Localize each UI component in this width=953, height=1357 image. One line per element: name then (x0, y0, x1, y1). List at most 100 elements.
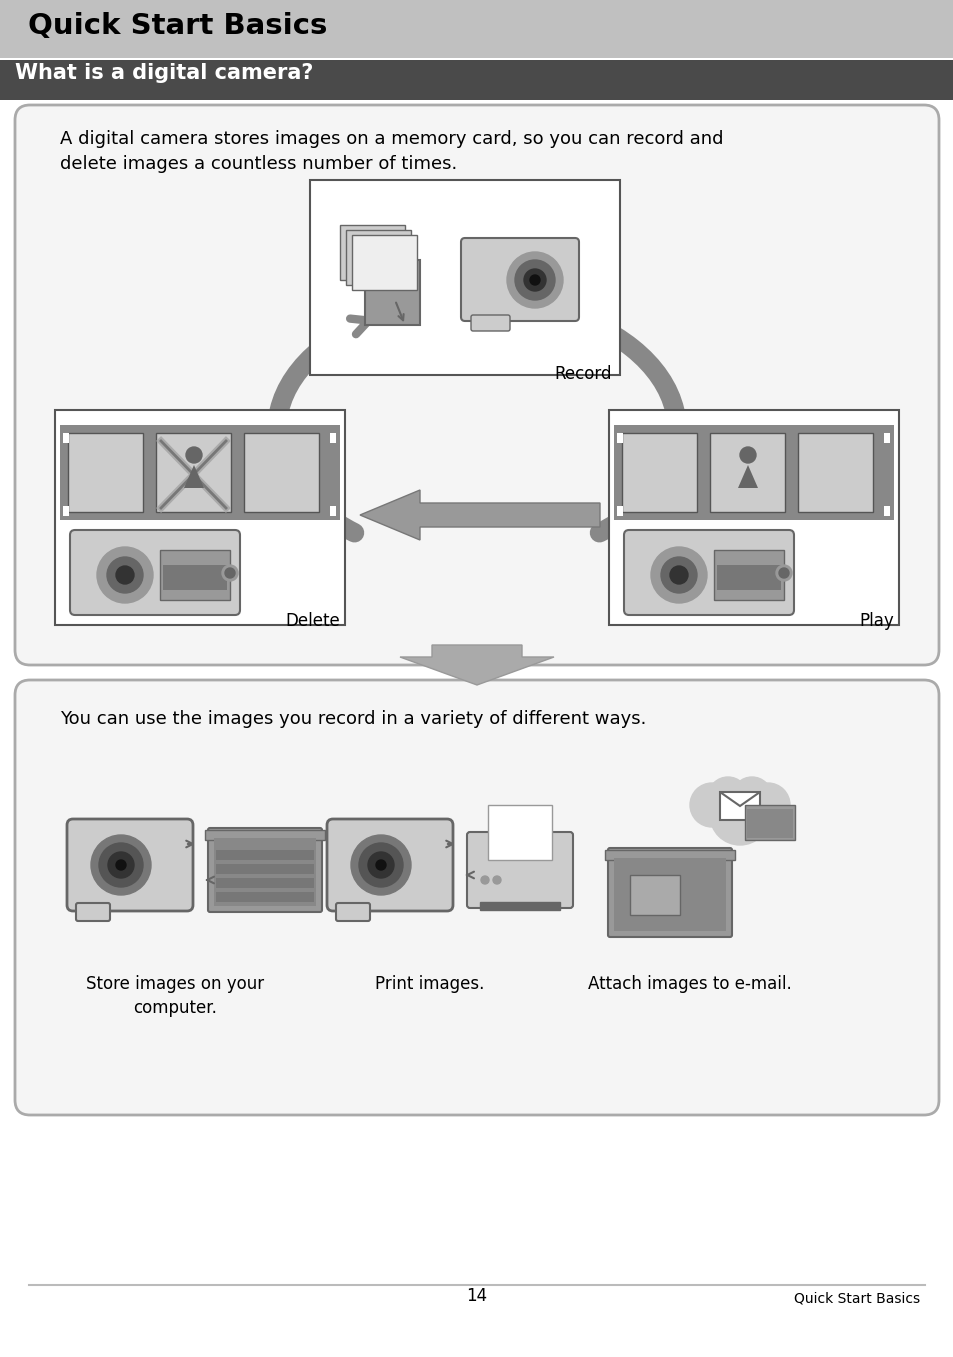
Bar (60, 425, 339, 520)
Bar (160, 550, 230, 600)
Bar (713, 550, 783, 600)
Text: Quick Start Basics: Quick Start Basics (28, 12, 327, 39)
Bar (617, 433, 622, 442)
Circle shape (740, 446, 755, 463)
Bar (614, 858, 725, 931)
Circle shape (225, 569, 234, 578)
Bar (346, 229, 411, 285)
Polygon shape (359, 490, 599, 540)
Bar (63, 433, 69, 442)
Bar (330, 433, 335, 442)
Bar (330, 506, 335, 516)
Bar (63, 433, 69, 442)
Bar (617, 506, 622, 516)
Circle shape (709, 784, 769, 845)
Circle shape (222, 565, 237, 581)
Bar (617, 433, 622, 442)
Bar (629, 875, 679, 915)
Bar (746, 809, 792, 839)
FancyBboxPatch shape (76, 902, 110, 921)
Circle shape (707, 778, 747, 817)
Circle shape (99, 843, 143, 887)
Text: Play: Play (859, 612, 893, 630)
Bar (883, 433, 889, 442)
FancyBboxPatch shape (15, 680, 938, 1115)
Circle shape (91, 835, 151, 896)
Polygon shape (738, 465, 758, 489)
Bar (709, 433, 784, 512)
Circle shape (116, 860, 126, 870)
Bar (215, 864, 314, 874)
Bar (617, 506, 622, 516)
Bar (608, 410, 898, 626)
Bar (0, 0, 953, 58)
Bar (614, 425, 893, 520)
Text: Record: Record (554, 365, 612, 383)
Bar (156, 433, 231, 512)
Bar (310, 180, 619, 375)
Bar (55, 410, 345, 626)
Polygon shape (184, 465, 204, 489)
FancyBboxPatch shape (67, 820, 193, 911)
Bar (330, 506, 335, 516)
Circle shape (116, 566, 133, 584)
Bar (63, 506, 69, 516)
Circle shape (745, 783, 789, 826)
Bar (330, 433, 335, 442)
Polygon shape (365, 265, 375, 275)
Circle shape (186, 446, 202, 463)
Circle shape (530, 275, 539, 285)
Bar (617, 506, 622, 516)
Bar (68, 433, 143, 512)
FancyBboxPatch shape (623, 531, 793, 615)
Bar (621, 433, 697, 512)
Bar (213, 839, 315, 906)
Circle shape (97, 547, 152, 603)
Bar (63, 506, 69, 516)
Circle shape (689, 783, 733, 826)
Text: Attach images to e-mail.: Attach images to e-mail. (587, 974, 791, 993)
Bar (205, 830, 325, 840)
Circle shape (351, 835, 411, 896)
Bar (215, 849, 314, 860)
Bar (63, 506, 69, 516)
Circle shape (358, 843, 402, 887)
Bar (883, 506, 889, 516)
Bar (63, 433, 69, 442)
Bar (720, 792, 760, 820)
Circle shape (731, 778, 771, 817)
Circle shape (107, 556, 143, 593)
Bar (883, 506, 889, 516)
Bar (797, 433, 872, 512)
FancyBboxPatch shape (607, 848, 731, 936)
Bar (604, 849, 734, 860)
Text: Store images on your
computer.: Store images on your computer. (86, 974, 264, 1016)
Text: You can use the images you record in a variety of different ways.: You can use the images you record in a v… (60, 710, 646, 727)
Bar (883, 433, 889, 442)
Bar (215, 892, 314, 902)
FancyBboxPatch shape (467, 832, 573, 908)
Circle shape (669, 566, 687, 584)
Text: Delete: Delete (285, 612, 339, 630)
Circle shape (660, 556, 697, 593)
Bar (488, 805, 552, 860)
Bar (0, 60, 953, 100)
Bar (244, 433, 318, 512)
Bar (744, 805, 794, 840)
Circle shape (779, 569, 788, 578)
Circle shape (493, 877, 500, 883)
Bar (883, 506, 889, 516)
Bar (479, 902, 559, 911)
Text: A digital camera stores images on a memory card, so you can record and
delete im: A digital camera stores images on a memo… (60, 130, 722, 172)
Bar (617, 433, 622, 442)
FancyBboxPatch shape (327, 820, 453, 911)
Text: What is a digital camera?: What is a digital camera? (15, 62, 313, 83)
Circle shape (506, 252, 562, 308)
Bar (339, 225, 405, 280)
FancyBboxPatch shape (335, 902, 370, 921)
Bar (717, 565, 781, 590)
Bar (352, 235, 416, 290)
Bar (163, 565, 227, 590)
Bar (330, 506, 335, 516)
Text: Quick Start Basics: Quick Start Basics (793, 1291, 919, 1305)
